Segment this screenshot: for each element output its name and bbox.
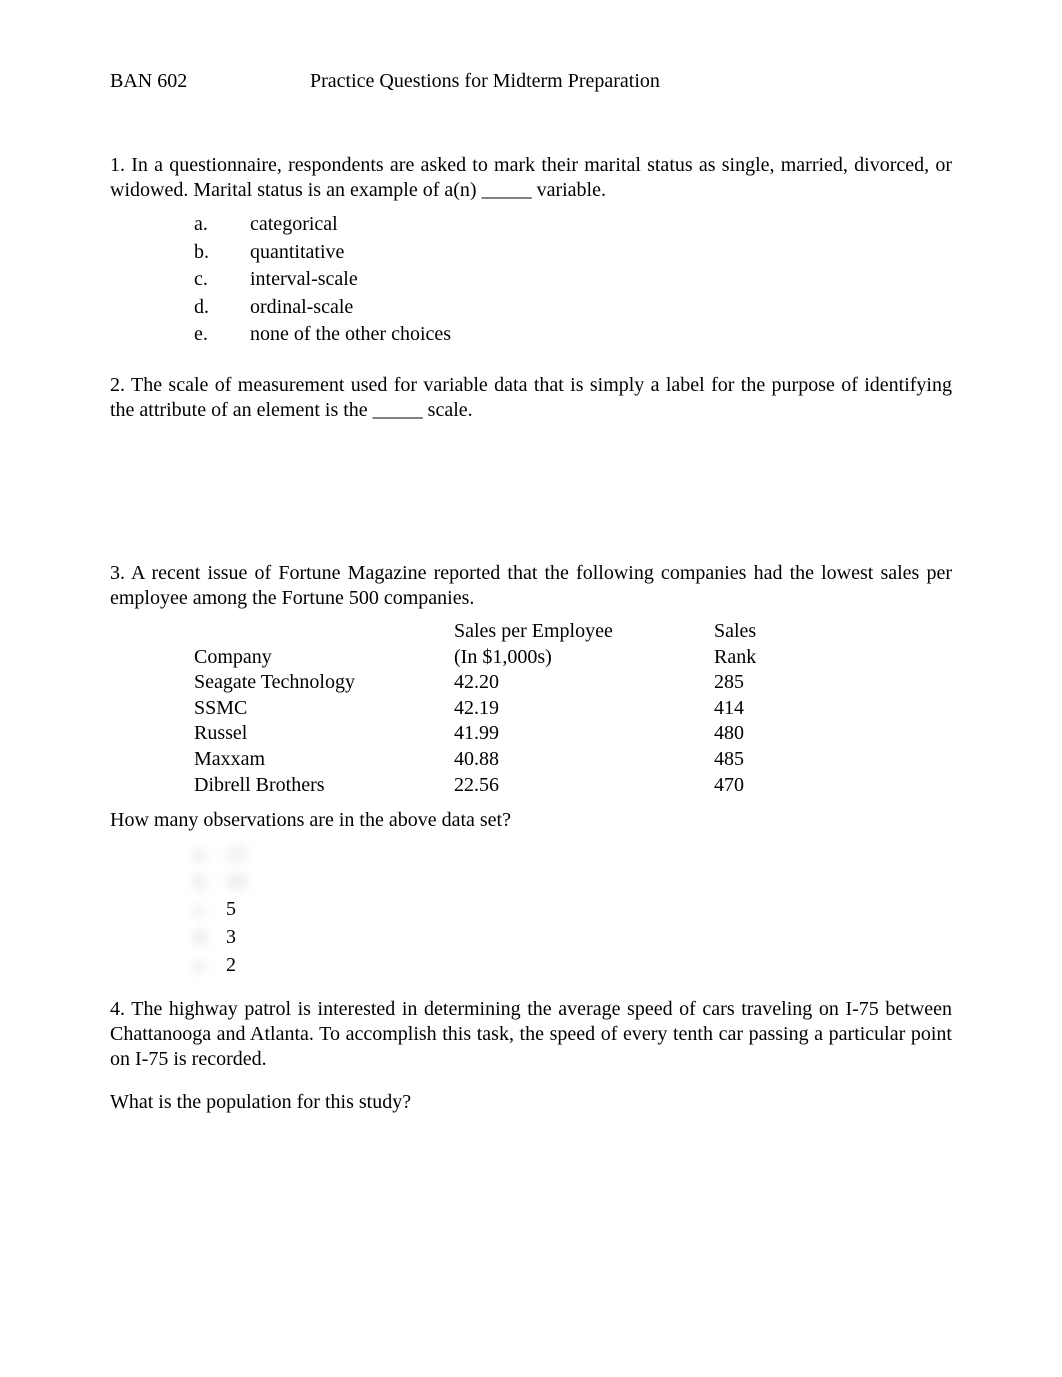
page-header: BAN 602 Practice Questions for Midterm P… bbox=[110, 70, 952, 93]
choice-letter: c. bbox=[110, 896, 226, 924]
table-cell: 42.20 bbox=[454, 670, 714, 696]
table-header-cell: Company bbox=[194, 645, 454, 671]
table-cell: 42.19 bbox=[454, 696, 714, 722]
q2-text: 2. The scale of measurement used for var… bbox=[110, 373, 952, 423]
q3-choice-b: c. 5 bbox=[110, 896, 952, 924]
q1-choice-a: a. categorical bbox=[110, 211, 952, 239]
q3-text: 3. A recent issue of Fortune Magazine re… bbox=[110, 561, 952, 611]
table-row: Russel 41.99 480 bbox=[194, 721, 952, 747]
table-header-cell: Sales bbox=[714, 619, 824, 645]
choice-letter: d. bbox=[110, 924, 226, 952]
blurred-region bbox=[230, 1253, 530, 1275]
choice-text: interval-scale bbox=[250, 266, 952, 294]
table-header-cell: Sales per Employee bbox=[454, 619, 714, 645]
spacer bbox=[110, 1080, 952, 1090]
table-cell: 41.99 bbox=[454, 721, 714, 747]
choice-text: categorical bbox=[250, 211, 952, 239]
table-header-row-1: Sales per Employee Sales bbox=[194, 619, 952, 645]
choice-text: none of the other choices bbox=[250, 321, 952, 349]
table-cell: 485 bbox=[714, 747, 824, 773]
choice-letter: c. bbox=[110, 266, 250, 294]
spacer bbox=[110, 798, 952, 808]
table-row: Dibrell Brothers 22.56 470 bbox=[194, 773, 952, 799]
q1-choice-d: d. ordinal-scale bbox=[110, 294, 952, 322]
table-header-row-2: Company (In $1,000s) Rank bbox=[194, 645, 952, 671]
choice-letter: b. bbox=[110, 869, 226, 897]
choice-text: 10 bbox=[226, 869, 952, 897]
table-row: Maxxam 40.88 485 bbox=[194, 747, 952, 773]
choice-text: 3 bbox=[226, 924, 952, 952]
q3-choices: a. 15 b. 10 c. 5 d. 3 e. 2 bbox=[110, 841, 952, 979]
q1-choice-e: e. none of the other choices bbox=[110, 321, 952, 349]
table-cell: 414 bbox=[714, 696, 824, 722]
course-code: BAN 602 bbox=[110, 70, 310, 93]
spacer bbox=[110, 431, 952, 521]
q1-text: 1. In a questionnaire, respondents are a… bbox=[110, 153, 952, 203]
q3-choice-blur-b: b. 10 bbox=[110, 869, 952, 897]
q3-choice-blur-a: a. 15 bbox=[110, 841, 952, 869]
q1-choice-b: b. quantitative bbox=[110, 239, 952, 267]
choice-text: quantitative bbox=[250, 239, 952, 267]
table-cell: 40.88 bbox=[454, 747, 714, 773]
q3-subq: How many observations are in the above d… bbox=[110, 808, 952, 833]
q1-choice-c: c. interval-scale bbox=[110, 266, 952, 294]
table-cell: Russel bbox=[194, 721, 454, 747]
q3-choice-d: e. 2 bbox=[110, 952, 952, 980]
blurred-region bbox=[150, 521, 360, 543]
choice-letter: b. bbox=[110, 239, 250, 267]
choice-letter: e. bbox=[110, 321, 250, 349]
page-body: BAN 602 Practice Questions for Midterm P… bbox=[0, 0, 1062, 1325]
table-cell: 470 bbox=[714, 773, 824, 799]
page-title: Practice Questions for Midterm Preparati… bbox=[310, 70, 952, 93]
choice-text: 2 bbox=[226, 952, 952, 980]
table-cell: SSMC bbox=[194, 696, 454, 722]
table-cell: 285 bbox=[714, 670, 824, 696]
q3-choice-c: d. 3 bbox=[110, 924, 952, 952]
choice-letter: e. bbox=[110, 952, 226, 980]
choice-letter: a. bbox=[110, 211, 250, 239]
table-header-cell bbox=[194, 619, 454, 645]
table-cell: Dibrell Brothers bbox=[194, 773, 454, 799]
table-header-cell: Rank bbox=[714, 645, 824, 671]
q1-choices: a. categorical b. quantitative c. interv… bbox=[110, 211, 952, 349]
choice-letter: a. bbox=[110, 841, 226, 869]
table-row: Seagate Technology 42.20 285 bbox=[194, 670, 952, 696]
choice-text: ordinal-scale bbox=[250, 294, 952, 322]
spacer bbox=[110, 1123, 952, 1253]
table-header-cell: (In $1,000s) bbox=[454, 645, 714, 671]
q3-table: Sales per Employee Sales Company (In $1,… bbox=[194, 619, 952, 798]
choice-text: 5 bbox=[226, 896, 952, 924]
table-cell: 480 bbox=[714, 721, 824, 747]
choice-text: 15 bbox=[226, 841, 952, 869]
choice-letter: d. bbox=[110, 294, 250, 322]
table-row: SSMC 42.19 414 bbox=[194, 696, 952, 722]
table-cell: Seagate Technology bbox=[194, 670, 454, 696]
q4-subq: What is the population for this study? bbox=[110, 1090, 952, 1115]
table-cell: 22.56 bbox=[454, 773, 714, 799]
q4-text: 4. The highway patrol is interested in d… bbox=[110, 997, 952, 1072]
table-cell: Maxxam bbox=[194, 747, 454, 773]
